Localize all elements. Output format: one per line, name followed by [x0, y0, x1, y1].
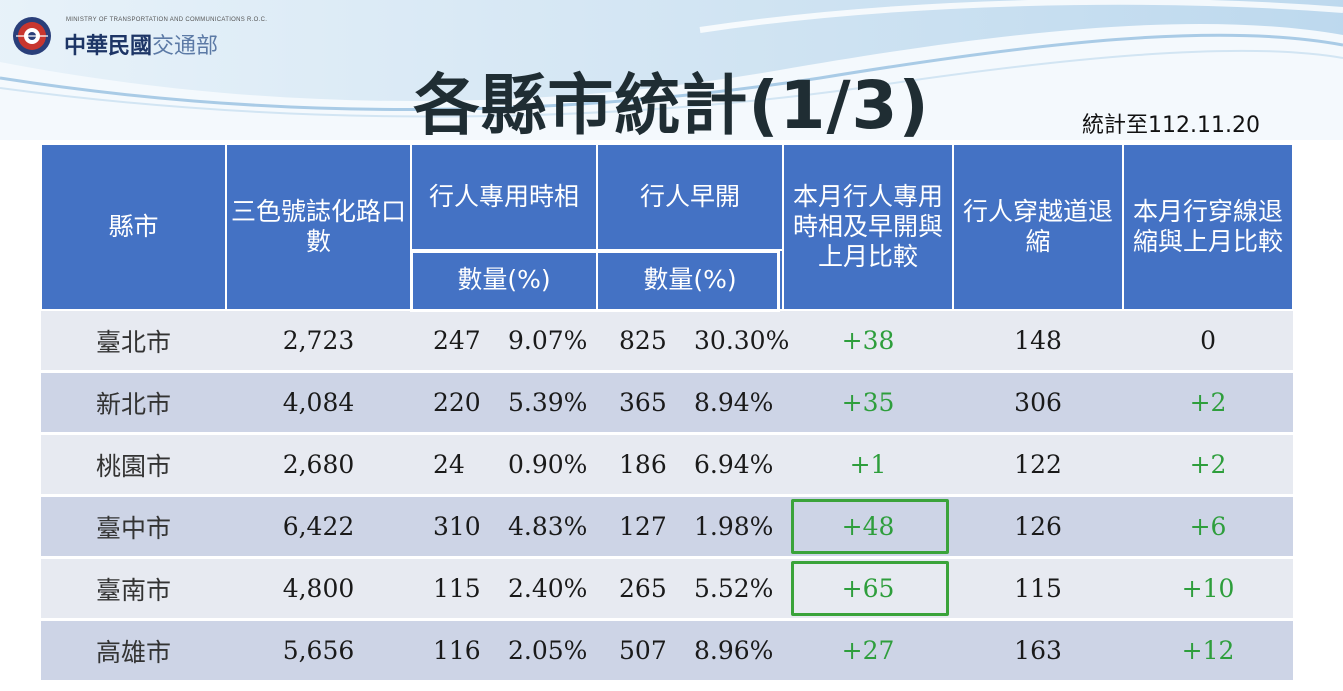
exclusive-count-cell: 24 [411, 433, 504, 497]
monthly-change-cell: +38 [783, 310, 954, 373]
exclusive-percent-cell: 5.39% [504, 371, 598, 435]
intersections-cell: 4,800 [226, 557, 411, 621]
monthly-change-cell: +27 [783, 619, 954, 683]
early-count-cell: 825 [597, 310, 691, 373]
early-percent-cell: 8.96% [690, 619, 784, 683]
early-count-cell: 507 [597, 619, 691, 683]
table-row: 新北市 4,084 220 5.39% 365 8.94% +35 306 +2 [41, 371, 1294, 435]
exclusive-count-cell: 115 [411, 557, 504, 621]
city-cell: 高雄市 [41, 619, 226, 683]
subheader-exclusive-count: 數量(%) [409, 249, 599, 311]
ministry-name-light: 交通部 [152, 34, 219, 59]
table-row: 高雄市 5,656 116 2.05% 507 8.96% +27 163 +1… [41, 619, 1294, 683]
ministry-english-name: MINISTRY OF TRANSPORTATION AND COMMUNICA… [66, 17, 268, 23]
intersections-cell: 6,422 [226, 495, 411, 559]
setback-change-cell: 0 [1123, 310, 1294, 373]
early-count-cell: 186 [597, 433, 691, 497]
exclusive-percent-cell: 2.05% [504, 619, 598, 683]
early-percent-cell: 8.94% [690, 371, 784, 435]
intersections-cell: 4,084 [226, 371, 411, 435]
intersections-cell: 2,723 [226, 310, 411, 373]
setback-cell: 122 [953, 433, 1124, 497]
setback-change-cell: +12 [1123, 619, 1294, 683]
header-setback-change: 本月行穿線退縮與上月比較 [1122, 143, 1295, 311]
city-cell: 新北市 [41, 371, 226, 435]
early-count-cell: 127 [597, 495, 691, 559]
table-subheader-row: 數量(%) 數量(%) [41, 249, 1293, 311]
table-header-row: 縣市 三色號誌化路口數 行人專用時相 行人早開 本月行人專用時相及早開與上月比較… [40, 143, 1295, 311]
header-monthly-change: 本月行人專用時相及早開與上月比較 [782, 143, 955, 311]
subheader-early-count: 數量(%) [596, 249, 785, 311]
setback-cell: 163 [953, 619, 1124, 683]
slide-title: 各縣市統計(1/3) [413, 67, 930, 144]
early-percent-cell: 6.94% [690, 433, 784, 497]
setback-change-cell: +2 [1123, 433, 1294, 497]
setback-cell: 115 [953, 557, 1124, 621]
exclusive-percent-cell: 4.83% [504, 495, 598, 559]
monthly-change-cell: +1 [783, 433, 954, 497]
exclusive-count-cell: 220 [411, 371, 504, 435]
setback-cell: 148 [953, 310, 1124, 373]
header-early-start: 行人早開 [596, 143, 785, 251]
table-row: 臺中市 6,422 310 4.83% 127 1.98% +48 126 +6 [41, 495, 1294, 559]
setback-change-cell: +10 [1123, 557, 1294, 621]
intersections-cell: 2,680 [226, 433, 411, 497]
table-row: 桃園市 2,680 24 0.90% 186 6.94% +1 122 +2 [41, 433, 1294, 497]
statistics-date: 統計至112.11.20 [1082, 113, 1260, 138]
county-statistics-table: 縣市 三色號誌化路口數 行人專用時相 行人早開 本月行人專用時相及早開與上月比較… [40, 143, 1295, 683]
header-crosswalk-setback: 行人穿越道退縮 [952, 143, 1125, 311]
ministry-chinese-name: 中華民國交通部 [64, 28, 218, 60]
early-count-cell: 265 [597, 557, 691, 621]
monthly-change-cell-highlighted: +65 [783, 557, 954, 621]
setback-cell: 306 [953, 371, 1124, 435]
setback-change-cell: +6 [1123, 495, 1294, 559]
monthly-change-cell-highlighted: +48 [783, 495, 954, 559]
header-wave-decoration [0, 0, 1343, 140]
exclusive-count-cell: 247 [411, 310, 504, 373]
exclusive-percent-cell: 9.07% [504, 310, 598, 373]
ministry-seal-icon [13, 17, 51, 55]
city-cell: 臺北市 [41, 310, 226, 373]
setback-change-cell: +2 [1123, 371, 1294, 435]
header-exclusive-phase: 行人專用時相 [409, 143, 599, 251]
early-percent-cell: 1.98% [690, 495, 784, 559]
table-row: 臺南市 4,800 115 2.40% 265 5.52% +65 115 +1… [41, 557, 1294, 621]
city-cell: 桃園市 [41, 433, 226, 497]
city-cell: 臺中市 [41, 495, 226, 559]
exclusive-percent-cell: 0.90% [504, 433, 598, 497]
early-count-cell: 365 [597, 371, 691, 435]
intersections-cell: 5,656 [226, 619, 411, 683]
header-city: 縣市 [40, 143, 227, 311]
exclusive-count-cell: 310 [411, 495, 504, 559]
header-intersections: 三色號誌化路口數 [225, 143, 412, 311]
setback-cell: 126 [953, 495, 1124, 559]
exclusive-count-cell: 116 [411, 619, 504, 683]
early-percent-cell: 5.52% [690, 557, 784, 621]
ministry-name-bold: 中華民國 [64, 33, 153, 59]
monthly-change-cell: +35 [783, 371, 954, 435]
early-percent-cell: 30.30% [690, 310, 789, 373]
exclusive-percent-cell: 2.40% [504, 557, 598, 621]
city-cell: 臺南市 [41, 557, 226, 621]
table-row: 臺北市 2,723 247 9.07% 825 30.30% +38 148 0 [41, 310, 1294, 373]
